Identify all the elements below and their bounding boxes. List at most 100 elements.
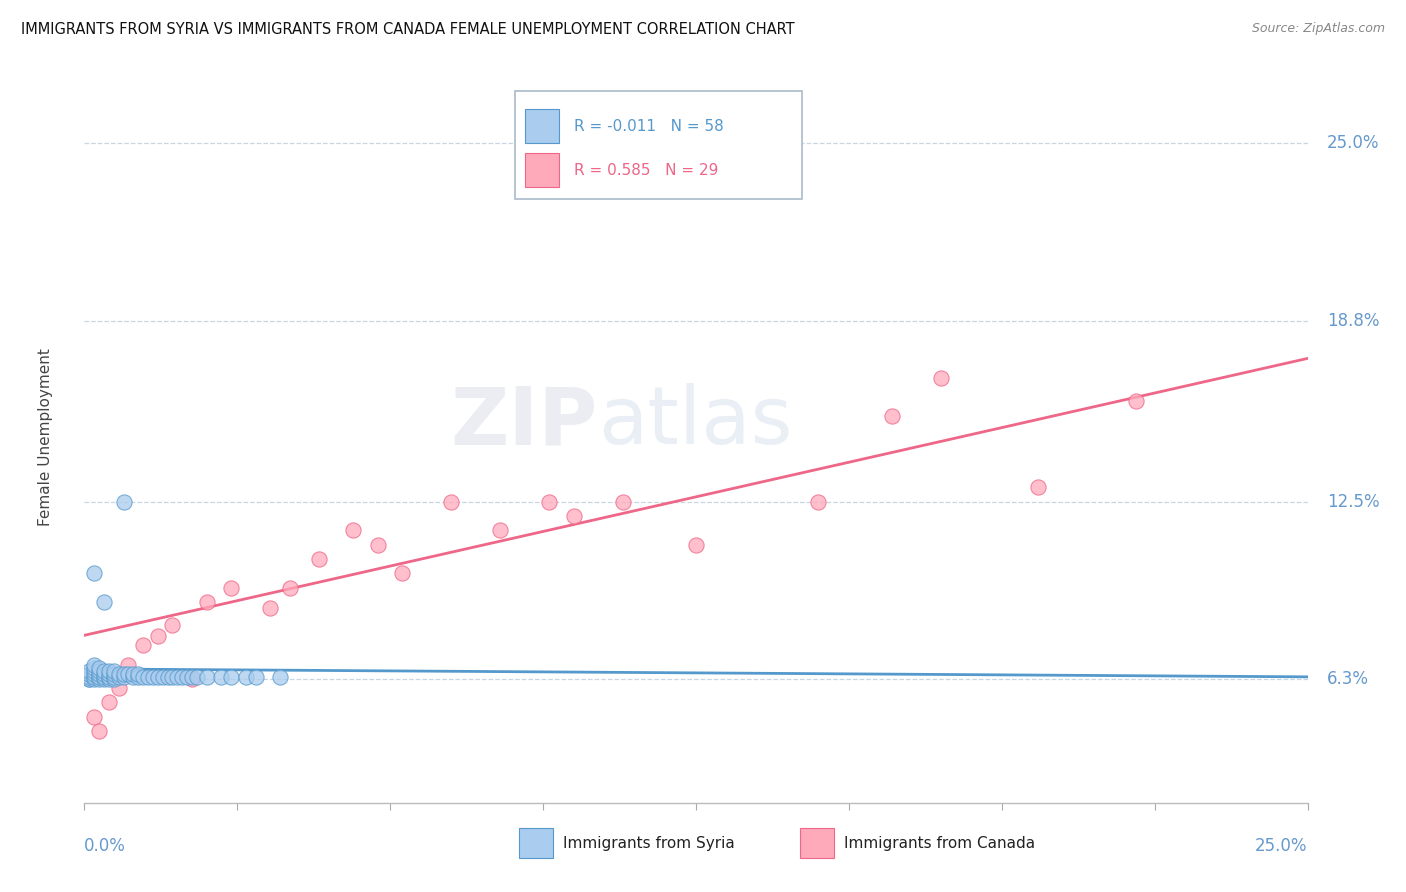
- Point: [103, 673, 125, 687]
- Bar: [524, 109, 560, 143]
- Point: [219, 670, 242, 684]
- Point: [685, 538, 707, 552]
- Point: [132, 670, 155, 684]
- Point: [176, 670, 198, 684]
- Point: [97, 666, 120, 681]
- Point: [127, 670, 149, 684]
- Point: [127, 666, 149, 681]
- Bar: [519, 829, 553, 858]
- Bar: [800, 829, 834, 858]
- Text: Immigrants from Canada: Immigrants from Canada: [844, 836, 1035, 851]
- Point: [929, 371, 952, 385]
- Point: [112, 670, 135, 684]
- Text: IMMIGRANTS FROM SYRIA VS IMMIGRANTS FROM CANADA FEMALE UNEMPLOYMENT CORRELATION : IMMIGRANTS FROM SYRIA VS IMMIGRANTS FROM…: [21, 22, 794, 37]
- Point: [93, 670, 115, 684]
- Point: [269, 670, 291, 684]
- Text: 18.8%: 18.8%: [1327, 312, 1379, 330]
- Point: [77, 664, 100, 678]
- Text: 25.0%: 25.0%: [1327, 134, 1379, 152]
- Text: R = 0.585   N = 29: R = 0.585 N = 29: [574, 162, 718, 178]
- Point: [195, 670, 218, 684]
- Point: [181, 670, 204, 684]
- Point: [562, 508, 585, 523]
- Point: [181, 673, 204, 687]
- Point: [235, 670, 257, 684]
- Text: ZIP: ZIP: [451, 384, 598, 461]
- Point: [245, 670, 267, 684]
- Point: [117, 658, 139, 673]
- Point: [87, 661, 110, 675]
- Text: 12.5%: 12.5%: [1327, 492, 1379, 510]
- Point: [1028, 480, 1050, 494]
- Point: [122, 666, 145, 681]
- Point: [97, 670, 120, 684]
- Point: [146, 629, 169, 643]
- Point: [489, 524, 512, 538]
- Point: [112, 494, 135, 508]
- Point: [87, 670, 110, 684]
- Point: [146, 670, 169, 684]
- Point: [107, 666, 129, 681]
- Point: [87, 724, 110, 739]
- Point: [156, 670, 179, 684]
- Point: [83, 566, 105, 581]
- Point: [152, 670, 174, 684]
- Point: [308, 552, 330, 566]
- Point: [162, 618, 184, 632]
- Point: [77, 673, 100, 687]
- Point: [93, 666, 115, 681]
- Point: [83, 658, 105, 673]
- Point: [142, 670, 165, 684]
- Point: [87, 666, 110, 681]
- Point: [83, 673, 105, 687]
- Point: [97, 664, 120, 678]
- Point: [97, 673, 120, 687]
- Point: [103, 664, 125, 678]
- Point: [734, 150, 756, 164]
- Point: [195, 595, 218, 609]
- Point: [83, 710, 105, 724]
- Point: [83, 664, 105, 678]
- Text: 25.0%: 25.0%: [1256, 838, 1308, 855]
- Text: Female Unemployment: Female Unemployment: [38, 348, 52, 526]
- Point: [538, 494, 561, 508]
- Point: [103, 670, 125, 684]
- Point: [112, 666, 135, 681]
- Point: [278, 581, 301, 595]
- Point: [219, 581, 242, 595]
- Point: [209, 670, 232, 684]
- Point: [107, 670, 129, 684]
- Point: [186, 670, 208, 684]
- Text: R = -0.011   N = 58: R = -0.011 N = 58: [574, 119, 724, 134]
- Point: [77, 666, 100, 681]
- Point: [83, 661, 105, 675]
- Point: [87, 673, 110, 687]
- Point: [93, 673, 115, 687]
- Point: [103, 666, 125, 681]
- Point: [612, 494, 634, 508]
- Point: [136, 670, 159, 684]
- Point: [166, 670, 188, 684]
- Point: [1125, 394, 1147, 409]
- Point: [77, 673, 100, 687]
- Point: [83, 670, 105, 684]
- Point: [97, 695, 120, 709]
- Text: Source: ZipAtlas.com: Source: ZipAtlas.com: [1251, 22, 1385, 36]
- Text: Immigrants from Syria: Immigrants from Syria: [562, 836, 734, 851]
- Point: [162, 670, 184, 684]
- Point: [83, 666, 105, 681]
- Text: atlas: atlas: [598, 384, 793, 461]
- Bar: [524, 153, 560, 187]
- Point: [172, 670, 194, 684]
- Point: [107, 681, 129, 695]
- Point: [87, 664, 110, 678]
- Text: 6.3%: 6.3%: [1327, 671, 1369, 689]
- Point: [122, 670, 145, 684]
- FancyBboxPatch shape: [515, 91, 803, 200]
- Text: 0.0%: 0.0%: [84, 838, 127, 855]
- Point: [880, 409, 903, 423]
- Point: [259, 600, 281, 615]
- Point: [342, 524, 364, 538]
- Point: [93, 595, 115, 609]
- Point: [807, 494, 830, 508]
